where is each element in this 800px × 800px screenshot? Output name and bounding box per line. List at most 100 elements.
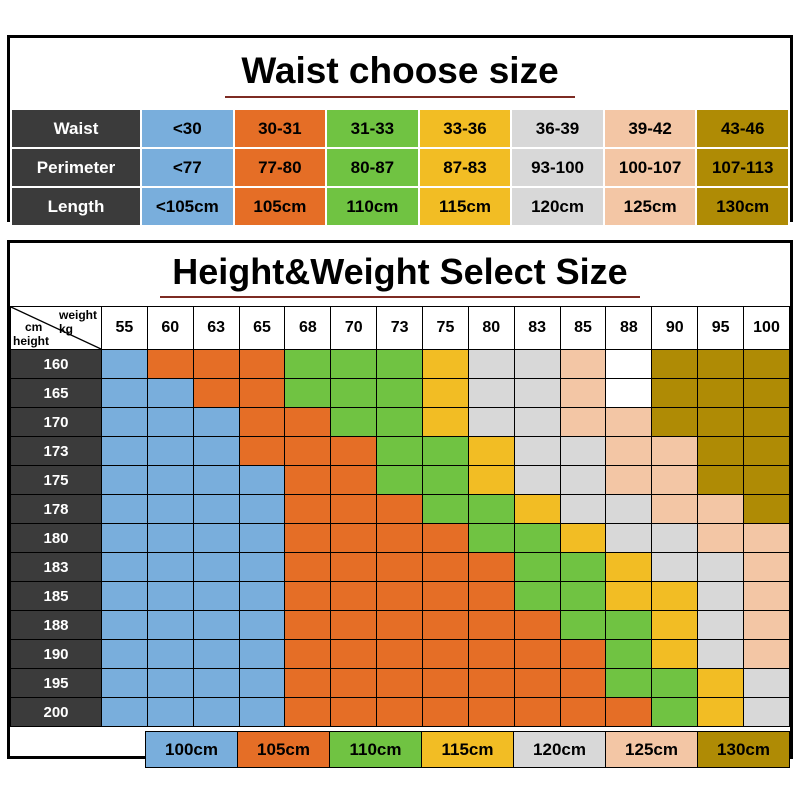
waist-cell: 110cm — [325, 186, 420, 227]
size-cell — [238, 668, 286, 698]
weight-header-cell: 55 — [101, 306, 148, 350]
matrix-corner-cell: weight kg cm height — [10, 306, 102, 350]
size-cell — [513, 668, 561, 698]
size-cell — [330, 668, 378, 698]
size-cell — [422, 523, 469, 553]
size-cell — [743, 610, 790, 640]
size-cell — [192, 349, 240, 379]
size-cell — [422, 697, 469, 727]
legend-item: 100cm — [145, 731, 238, 768]
size-cell — [697, 349, 745, 379]
matrix-row: 190 — [10, 639, 790, 669]
size-cell — [146, 697, 194, 727]
waist-title-underline — [225, 96, 575, 98]
legend-item: 130cm — [697, 731, 790, 768]
waist-table-row: Length <105cm 105cm 110cm 115cm 120cm 125cm 130… — [10, 186, 790, 227]
size-cell — [284, 610, 332, 640]
size-cell — [422, 436, 469, 466]
size-cell — [330, 436, 378, 466]
size-cell — [192, 581, 240, 611]
size-cell — [651, 610, 699, 640]
height-header-cell: 170 — [10, 407, 102, 437]
size-cell — [330, 639, 378, 669]
weight-header-cell: 83 — [513, 306, 561, 350]
size-cell — [559, 523, 607, 553]
height-header-cell: 165 — [10, 378, 102, 408]
weight-header-cell: 75 — [422, 306, 469, 350]
waist-cell: 33-36 — [417, 108, 513, 149]
size-cell — [238, 581, 286, 611]
size-cell — [238, 349, 286, 379]
height-header-cell: 188 — [10, 610, 102, 640]
size-cell — [743, 581, 790, 611]
size-cell — [513, 378, 561, 408]
size-cell — [467, 697, 515, 727]
size-cell — [146, 610, 194, 640]
size-cell — [651, 639, 699, 669]
matrix-row: 175 — [10, 465, 790, 495]
matrix-row: 188 — [10, 610, 790, 640]
weight-header-cell: 68 — [284, 306, 332, 350]
height-header-cell: 200 — [10, 697, 102, 727]
height-weight-title: Height&Weight Select Size — [172, 251, 628, 292]
size-cell — [146, 465, 194, 495]
size-cell — [697, 494, 745, 524]
waist-cell: 125cm — [602, 186, 698, 227]
height-header-cell: 173 — [10, 436, 102, 466]
matrix-row: 200 — [10, 697, 790, 727]
size-cell — [422, 494, 469, 524]
size-cell — [101, 523, 148, 553]
size-cell — [743, 407, 790, 437]
waist-cell: <77 — [140, 147, 235, 188]
weight-header-cell: 100 — [743, 306, 790, 350]
size-cell — [192, 697, 240, 727]
size-cell — [697, 465, 745, 495]
corner-height-label: height — [13, 334, 49, 348]
matrix-row: 185 — [10, 581, 790, 611]
height-weight-section: Height&Weight Select Size weight kg cm heig… — [7, 240, 793, 768]
size-cell — [697, 639, 745, 669]
size-cell — [651, 581, 699, 611]
size-cell — [376, 610, 424, 640]
weight-header-cell: 88 — [605, 306, 653, 350]
waist-cell: 39-42 — [602, 108, 698, 149]
size-cell — [376, 407, 424, 437]
matrix-table-body: weight kg cm height 55 60 63 65 68 70 73 75 80 83 85 88… — [10, 306, 790, 727]
size-cell — [743, 668, 790, 698]
size-cell — [238, 639, 286, 669]
size-cell — [651, 697, 699, 727]
size-cell — [330, 465, 378, 495]
waist-cell: 77-80 — [232, 147, 328, 188]
size-cell — [605, 378, 653, 408]
size-cell — [559, 494, 607, 524]
waist-row-header: Perimeter — [10, 147, 142, 188]
size-cell — [605, 552, 653, 582]
size-cell — [146, 639, 194, 669]
size-cell — [467, 668, 515, 698]
size-cell — [697, 697, 745, 727]
weight-header-cell: 73 — [376, 306, 424, 350]
waist-table-body: Waist <30 30-31 31-33 33-36 36-39 39-42 43-46 Pe… — [10, 108, 790, 227]
size-cell — [467, 610, 515, 640]
size-cell — [743, 378, 790, 408]
waist-cell: 31-33 — [325, 108, 420, 149]
size-cell — [238, 378, 286, 408]
height-header-cell: 160 — [10, 349, 102, 379]
size-cell — [101, 697, 148, 727]
size-cell — [513, 552, 561, 582]
size-cell — [330, 378, 378, 408]
corner-cm-label: cm — [25, 320, 43, 334]
size-cell — [651, 407, 699, 437]
size-cell — [101, 581, 148, 611]
size-cell — [330, 581, 378, 611]
size-cell — [513, 697, 561, 727]
size-cell — [101, 668, 148, 698]
matrix-row: 170 — [10, 407, 790, 437]
size-cell — [376, 668, 424, 698]
size-cell — [697, 523, 745, 553]
size-cell — [192, 523, 240, 553]
weight-header-cell: 95 — [697, 306, 745, 350]
size-cell — [651, 378, 699, 408]
size-cell — [513, 581, 561, 611]
height-header-cell: 195 — [10, 668, 102, 698]
